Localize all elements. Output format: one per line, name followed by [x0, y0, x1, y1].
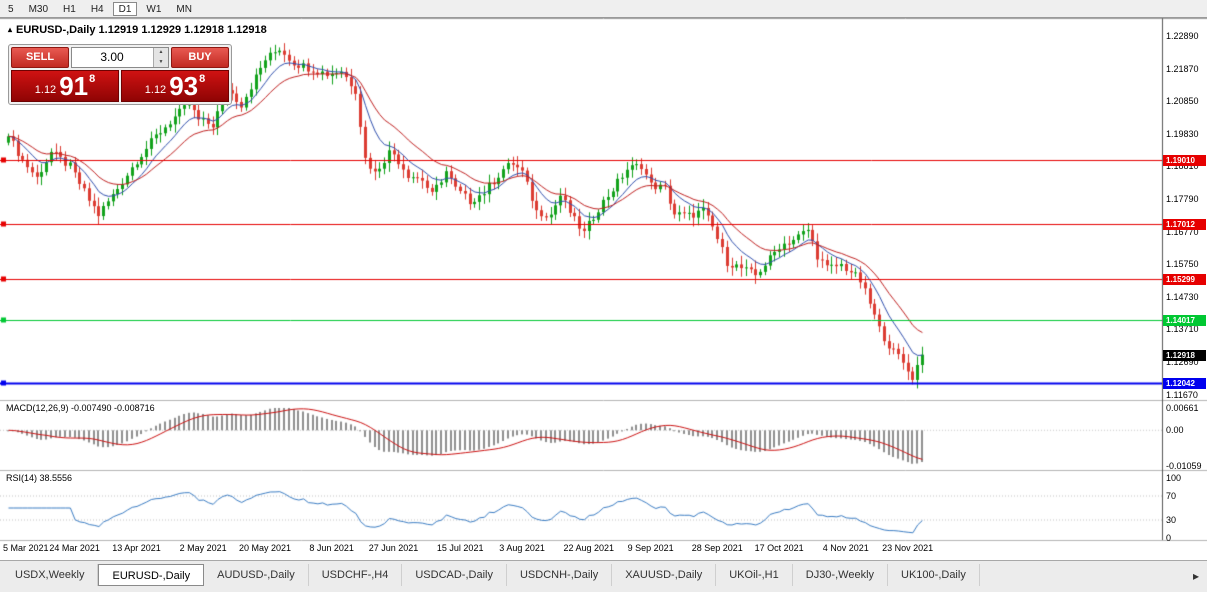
chart-tab-usdchf-h4[interactable]: USDCHF-,H4 [309, 564, 403, 586]
buy-price-prefix: 1.12 [144, 84, 167, 96]
timeframe-button-w1[interactable]: W1 [146, 3, 162, 15]
chart-tab-ukoil-h1[interactable]: UKOil-,H1 [716, 564, 793, 586]
chart-tab-uk100-daily[interactable]: UK100-,Daily [888, 564, 980, 586]
chart-tab-dj30-weekly[interactable]: DJ30-,Weekly [793, 564, 889, 586]
chart-tab-usdcnh-daily[interactable]: USDCNH-,Daily [507, 564, 613, 586]
volume-value[interactable]: 3.00 [100, 50, 124, 64]
timeframe-button-5[interactable]: 5 [8, 3, 14, 15]
sell-price-pip-digit: 8 [89, 73, 96, 85]
timeframe-button-mn[interactable]: MN [176, 3, 192, 15]
volume-spinner[interactable]: ▲ ▼ [153, 48, 168, 67]
sell-price-big-digits: 91 [59, 71, 89, 101]
sell-price-display[interactable]: 1.12 91 8 [11, 70, 119, 102]
sell-button[interactable]: SELL [11, 47, 69, 68]
chart-symbol-ohlc: ▴ EURUSD-,Daily 1.12919 1.12929 1.12918 1… [8, 24, 267, 36]
macd-indicator-label: MACD(12,26,9) -0.007490 -0.008716 [6, 403, 155, 413]
chart-tab-usdx-weekly[interactable]: USDX,Weekly [2, 564, 99, 586]
chart-tab-usdcad-daily[interactable]: USDCAD-,Daily [402, 564, 507, 586]
timeframe-button-h4[interactable]: H4 [90, 3, 104, 15]
ohlc-text: EURUSD-,Daily 1.12919 1.12929 1.12918 1.… [16, 24, 267, 36]
chart-tab-bar: USDX,Weekly EURUSD-,Daily AUDUSD-,Daily USD… [0, 560, 1207, 592]
buy-price-big-digits: 93 [169, 71, 199, 101]
timeframe-button-m30[interactable]: M30 [28, 3, 49, 15]
chart-tab-audusd-daily[interactable]: AUDUSD-,Daily [204, 564, 309, 586]
rsi-indicator-label: RSI(14) 38.5556 [6, 473, 73, 483]
buy-price-display[interactable]: 1.12 93 8 [121, 70, 229, 102]
sell-price-prefix: 1.12 [34, 84, 57, 96]
buy-price-pip-digit: 8 [199, 73, 206, 85]
timeframe-button-h1[interactable]: H1 [63, 3, 76, 15]
volume-up-icon[interactable]: ▲ [154, 48, 168, 58]
chart-tab-xauusd-daily[interactable]: XAUUSD-,Daily [612, 564, 717, 586]
collapse-triangle-icon[interactable]: ▴ [8, 25, 13, 34]
buy-button[interactable]: BUY [171, 47, 229, 68]
volume-down-icon[interactable]: ▼ [154, 57, 168, 67]
chart-tab-eurusd-daily[interactable]: EURUSD-,Daily [98, 564, 205, 586]
one-click-trading-panel: SELL 3.00 ▲ ▼ BUY 1.12 91 8 1.12 93 8 [8, 44, 232, 105]
volume-input[interactable]: 3.00 ▲ ▼ [71, 47, 169, 68]
tab-scroll-right-icon[interactable]: ▸ [1192, 569, 1199, 583]
timeframe-toolbar: 5 M30 H1 H4 D1 W1 MN [0, 0, 1207, 18]
timeframe-button-d1[interactable]: D1 [112, 1, 138, 16]
